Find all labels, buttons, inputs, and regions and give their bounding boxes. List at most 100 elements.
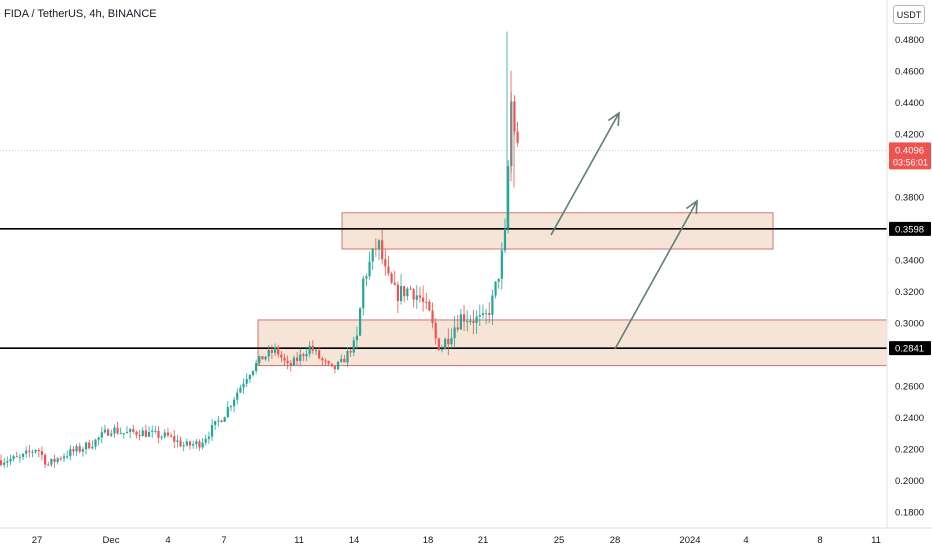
candle-body[interactable] [220,420,223,422]
candle-body[interactable] [179,440,182,447]
candle-body[interactable] [343,358,346,363]
candle-body[interactable] [103,429,107,433]
candle-body[interactable] [447,338,450,345]
candle-body[interactable] [116,427,119,434]
candle-body[interactable] [289,363,292,366]
candle-body[interactable] [207,436,210,439]
candle-body[interactable] [157,430,160,438]
candle-body[interactable] [50,458,53,465]
candle-body[interactable] [204,438,207,443]
candle-body[interactable] [516,131,519,143]
candle-body[interactable] [475,316,478,323]
candle-body[interactable] [188,441,192,446]
candle-body[interactable] [160,436,163,438]
candle-body[interactable] [305,353,308,357]
candle-body[interactable] [390,273,393,283]
candle-body[interactable] [466,321,469,323]
candle-body[interactable] [412,289,415,300]
candle-body[interactable] [25,450,28,454]
candle-body[interactable] [84,442,88,450]
candle-body[interactable] [15,456,18,458]
candle-body[interactable] [34,450,37,452]
candle-body[interactable] [299,354,302,361]
candle-body[interactable] [91,446,94,449]
arrow-shaft[interactable] [614,200,698,350]
candle-body[interactable] [478,314,481,317]
candle-body[interactable] [94,439,97,447]
candle-body[interactable] [21,453,25,457]
candle-body[interactable] [198,441,201,448]
candle-body[interactable] [469,320,472,322]
candle-body[interactable] [409,288,412,290]
candle-body[interactable] [53,458,56,463]
candle-body[interactable] [239,387,242,393]
candle-body[interactable] [151,430,154,432]
candle-body[interactable] [192,444,195,446]
candle-body[interactable] [223,417,226,422]
candle-body[interactable] [377,240,381,249]
candle-body[interactable] [201,442,204,448]
arrow-shaft[interactable] [550,112,620,236]
candle-body[interactable] [327,361,330,364]
candle-body[interactable] [349,350,352,353]
candle-body[interactable] [217,420,220,422]
candle-body[interactable] [166,432,170,436]
candle-body[interactable] [214,420,217,426]
candle-body[interactable] [176,440,179,442]
candle-body[interactable] [69,449,72,457]
candle-body[interactable] [40,451,44,455]
candle-body[interactable] [185,441,188,446]
candle-body[interactable] [31,451,34,453]
candle-body[interactable] [428,301,431,311]
candle-body[interactable] [3,462,6,465]
candle-body[interactable] [273,347,277,353]
candle-body[interactable] [37,450,40,452]
candle-body[interactable] [387,266,390,274]
candle-body[interactable] [47,464,50,466]
candle-body[interactable] [78,446,81,452]
candle-body[interactable] [393,282,396,285]
candle-body[interactable] [507,166,510,229]
candle-body[interactable] [330,363,333,367]
candle-body[interactable] [141,430,144,437]
candle-body[interactable] [355,335,359,341]
candle-body[interactable] [88,442,91,449]
candle-body[interactable] [28,450,31,452]
candle-body[interactable] [163,432,166,437]
candle-body[interactable] [236,392,239,400]
candle-body[interactable] [59,458,62,460]
candle-body[interactable] [56,458,59,463]
candle-body[interactable] [113,427,116,434]
supply-demand-zone[interactable] [257,319,888,367]
candle-body[interactable] [491,295,494,315]
candle-body[interactable] [472,320,475,323]
candle-body[interactable] [62,456,66,459]
candle-body[interactable] [346,350,349,363]
candle-body[interactable] [170,435,173,437]
supply-demand-zone[interactable] [341,212,774,250]
candle-body[interactable] [296,357,299,361]
candle-body[interactable] [494,281,497,296]
candle-body[interactable] [318,350,321,359]
price-scale[interactable] [887,0,932,550]
candle-body[interactable] [283,357,286,361]
candle-body[interactable] [321,358,324,361]
candle-body[interactable] [119,433,122,435]
candle-body[interactable] [210,425,214,437]
candle-body[interactable] [182,445,185,447]
candle-body[interactable] [444,338,447,350]
candle-body[interactable] [173,436,176,442]
candle-body[interactable] [311,345,314,351]
candle-body[interactable] [147,431,151,437]
candle-body[interactable] [138,434,141,437]
candle-body[interactable] [75,446,78,452]
candle-body[interactable] [100,432,103,438]
candle-body[interactable] [422,297,425,302]
candle-body[interactable] [371,248,374,262]
candle-body[interactable] [270,349,273,353]
candle-body[interactable] [154,430,157,432]
candle-body[interactable] [12,456,15,459]
candle-body[interactable] [129,429,132,432]
candle-body[interactable] [384,259,387,267]
candle-body[interactable] [406,288,409,297]
